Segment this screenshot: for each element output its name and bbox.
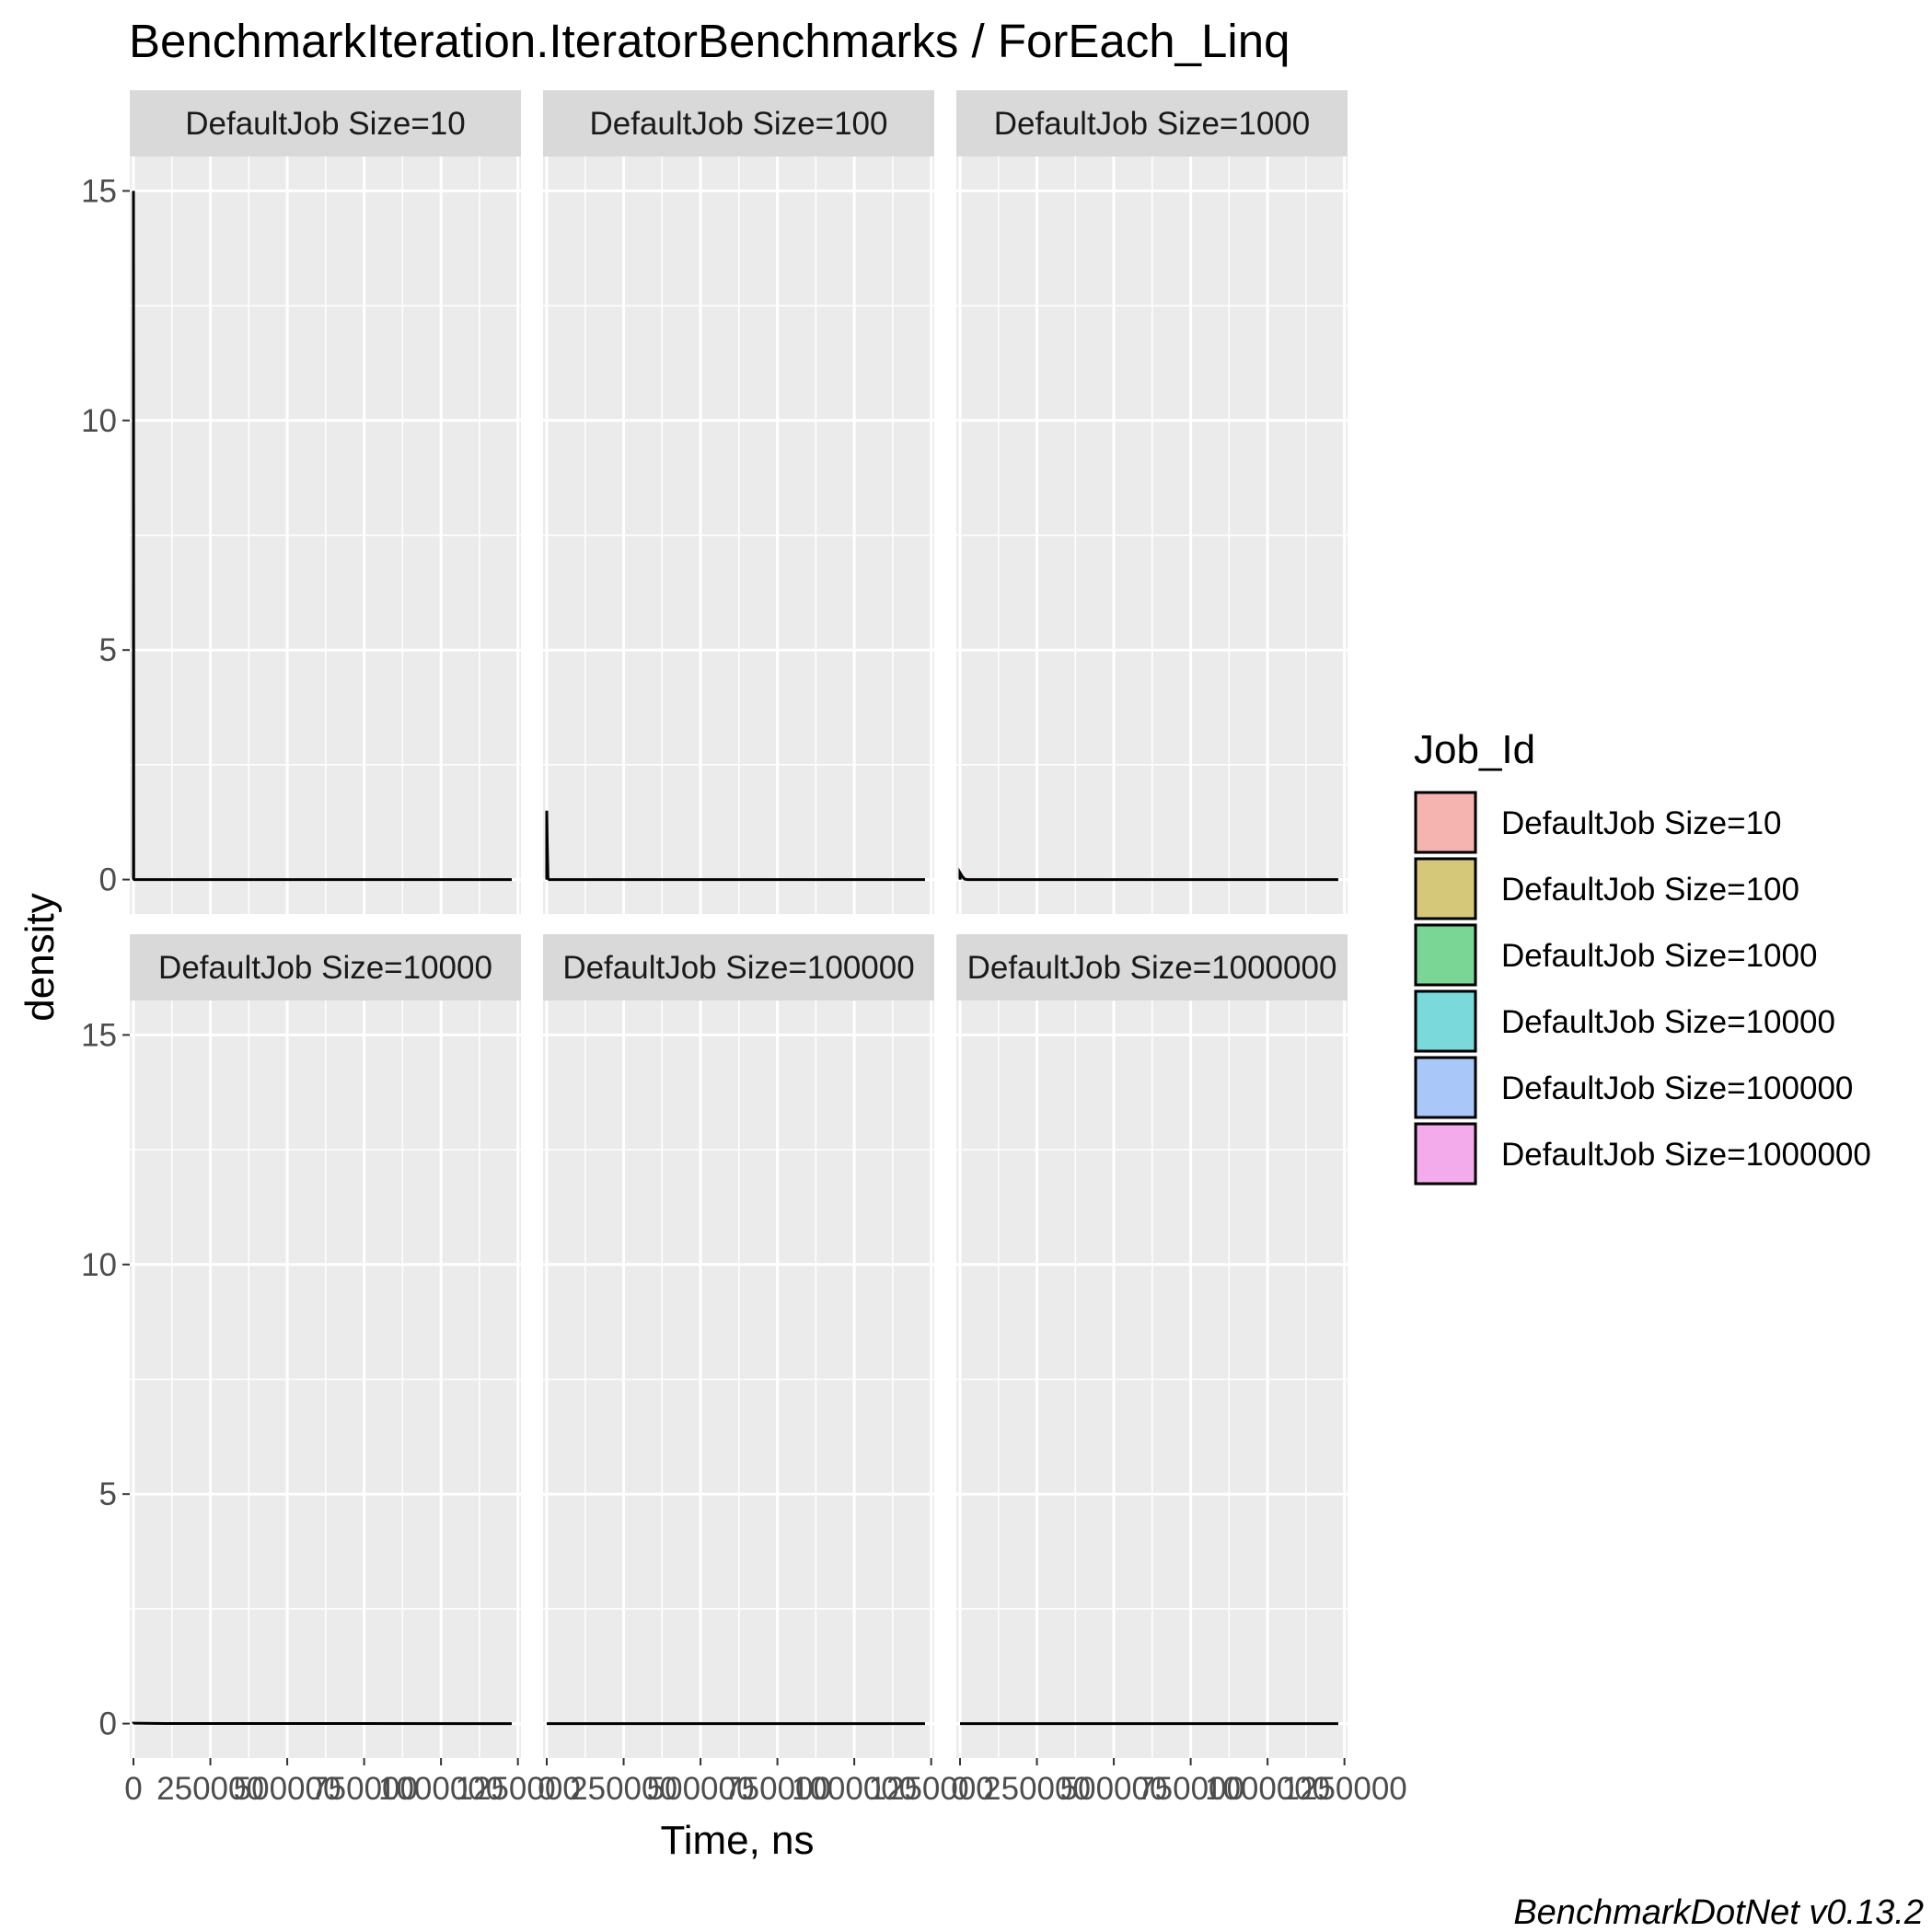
facet-panel: DefaultJob Size=1000000 25000050000075000… xyxy=(538,934,994,1807)
chart-title: BenchmarkIteration.IteratorBenchmarks / … xyxy=(129,15,1290,67)
legend-label: DefaultJob Size=100000 xyxy=(1501,1070,1853,1106)
legend-label: DefaultJob Size=100 xyxy=(1501,872,1799,908)
legend-swatch xyxy=(1416,925,1475,985)
x-tick-label: 0 xyxy=(538,1771,555,1807)
y-tick-label: 0 xyxy=(99,1706,117,1742)
legend-swatch xyxy=(1416,991,1475,1051)
legend-swatch xyxy=(1416,859,1475,919)
legend-title: Job_Id xyxy=(1414,727,1535,772)
y-tick-label: 15 xyxy=(81,173,117,209)
facet-panel: DefaultJob Size=1000 xyxy=(956,90,1348,914)
legend: Job_Id DefaultJob Size=10 DefaultJob Size… xyxy=(1414,727,1871,1186)
legend-swatch xyxy=(1416,792,1475,852)
legend-label: DefaultJob Size=10 xyxy=(1501,805,1782,841)
x-axis-title: Time, ns xyxy=(660,1818,814,1863)
x-tick-label: 0 xyxy=(124,1771,142,1807)
y-axis-title: density xyxy=(17,893,63,1021)
x-tick-label: 1250000 xyxy=(1282,1771,1407,1807)
x-tick-label: 0 xyxy=(951,1771,968,1807)
legend-label: DefaultJob Size=10000 xyxy=(1501,1004,1835,1040)
y-tick-label: 10 xyxy=(81,1247,117,1283)
legend-label: DefaultJob Size=1000 xyxy=(1501,938,1817,974)
facet-strip-label: DefaultJob Size=1000000 xyxy=(967,950,1337,986)
legend-item: DefaultJob Size=10 xyxy=(1414,791,1782,854)
facet-strip-label: DefaultJob Size=100000 xyxy=(562,950,914,986)
legend-label: DefaultJob Size=1000000 xyxy=(1501,1137,1871,1173)
facet-panel: DefaultJob Size=100 xyxy=(543,90,934,914)
legend-item: DefaultJob Size=10000 xyxy=(1414,989,1835,1053)
y-tick-label: 5 xyxy=(99,632,117,668)
legend-item: DefaultJob Size=100 xyxy=(1414,857,1799,920)
facet-strip-label: DefaultJob Size=10 xyxy=(185,106,466,142)
y-tick-label: 5 xyxy=(99,1476,117,1512)
facet-strip-label: DefaultJob Size=100 xyxy=(590,106,888,142)
legend-swatch xyxy=(1416,1058,1475,1117)
y-tick-label: 0 xyxy=(99,862,117,898)
y-tick-label: 15 xyxy=(81,1017,117,1053)
y-tick-label: 10 xyxy=(81,403,117,439)
facet-panel: DefaultJob Size=10 0 5 10 15 xyxy=(81,90,521,914)
legend-item: DefaultJob Size=1000 xyxy=(1414,923,1817,987)
legend-item: DefaultJob Size=100000 xyxy=(1414,1056,1853,1119)
caption: BenchmarkDotNet v0.13.2 xyxy=(1513,1893,1924,1932)
legend-item: DefaultJob Size=1000000 xyxy=(1414,1122,1871,1186)
legend-swatch xyxy=(1416,1124,1475,1184)
facet-strip-label: DefaultJob Size=10000 xyxy=(158,950,492,986)
x-tick-label: 1250000 xyxy=(456,1771,581,1807)
x-tick-label: 1250000 xyxy=(869,1771,994,1807)
facet-strip-label: DefaultJob Size=1000 xyxy=(994,106,1310,142)
